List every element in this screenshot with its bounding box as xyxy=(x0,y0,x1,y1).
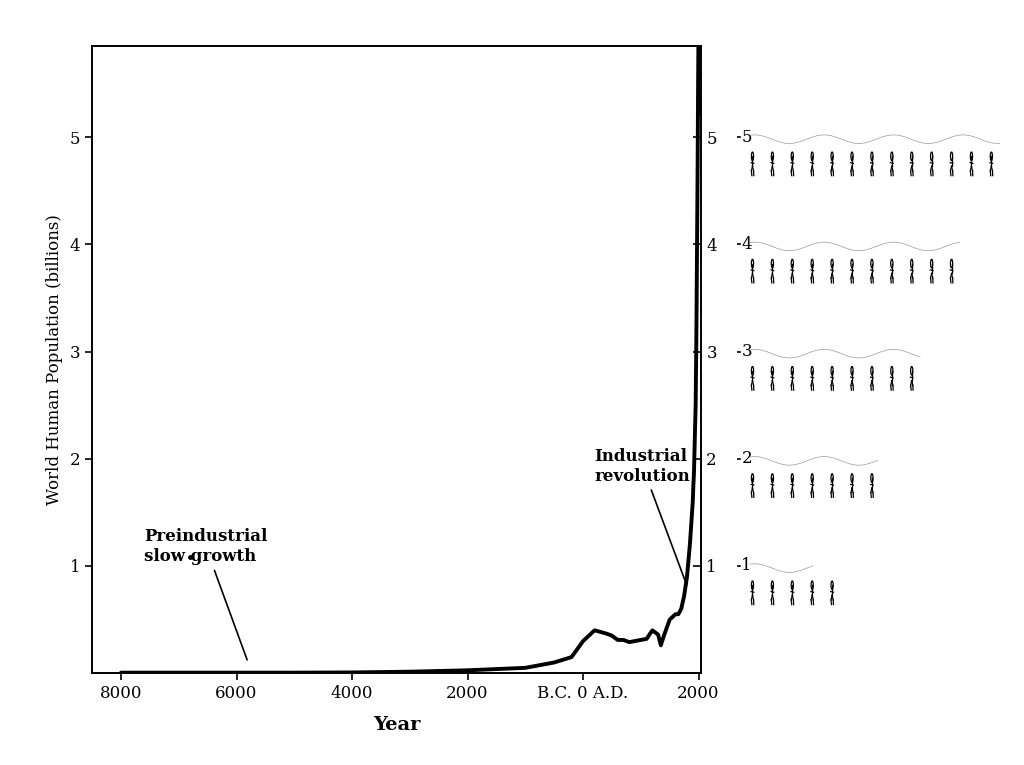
Text: 5: 5 xyxy=(741,129,752,145)
X-axis label: Year: Year xyxy=(373,716,421,734)
Text: 2: 2 xyxy=(741,451,752,467)
Y-axis label: World Human Population (billions): World Human Population (billions) xyxy=(46,214,62,505)
Text: 1: 1 xyxy=(741,558,752,575)
Text: 4: 4 xyxy=(741,236,752,252)
Text: Preindustrial
slow growth: Preindustrial slow growth xyxy=(144,529,267,660)
Text: Industrial
revolution: Industrial revolution xyxy=(595,448,690,584)
Text: 3: 3 xyxy=(741,343,752,360)
